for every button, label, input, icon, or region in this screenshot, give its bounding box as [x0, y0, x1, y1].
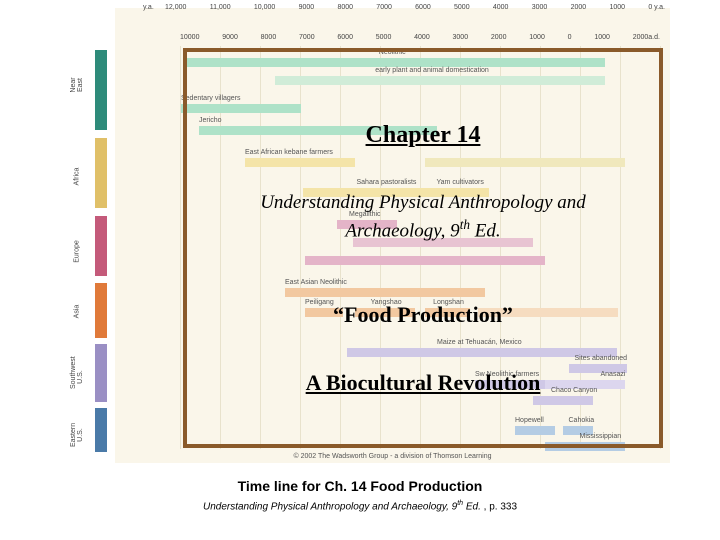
timeline-chart: y.a.12,00011,00010,000900080007000600050… — [115, 8, 670, 463]
axis-years-ago: y.a.12,00011,00010,000900080007000600050… — [165, 4, 665, 11]
chapter-title: Chapter 14 — [187, 122, 659, 149]
chapter-subtitle: A Biocultural Revolution — [187, 370, 659, 396]
chapter-topic: “Food Production” — [187, 302, 659, 328]
title-overlay-box: Chapter 14 Understanding Physical Anthro… — [183, 48, 663, 448]
figure-caption: Time line for Ch. 14 Food Production — [0, 478, 720, 494]
axis-bp: 1000090008000700060005000400030002000100… — [180, 34, 660, 41]
figure-citation: Understanding Physical Anthropology and … — [0, 500, 720, 512]
copyright-text: © 2002 The Wadsworth Group - a division … — [293, 453, 491, 460]
book-title: Understanding Physical Anthropology and … — [187, 191, 659, 244]
